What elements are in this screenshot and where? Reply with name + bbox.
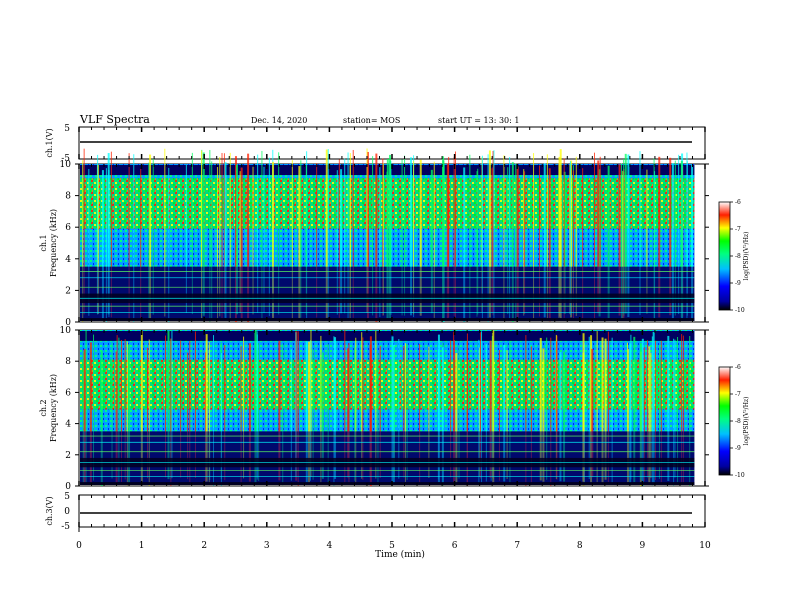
xaxis-tick-label: 7 — [514, 541, 520, 551]
spec1-ytick: 4 — [65, 255, 71, 265]
header-start-time: start UT = 13: 30: 1 — [438, 116, 519, 125]
cb1-ticks-label: -7 — [735, 226, 741, 233]
xaxis-tick-label: 0 — [76, 541, 82, 551]
xaxis-label: Time (min) — [375, 549, 425, 560]
ch1-spectrogram-panel: 0 2 4 6 8 10 ch.1 Frequency (kHz) — [39, 148, 709, 328]
ch2-colorbar: -6 -7 -8 -9 -10 log(PSD)(V²/Hz) — [718, 364, 750, 479]
spec2-ytick: 8 — [65, 357, 71, 367]
ch1-ytick-bottom: -5 — [61, 154, 70, 164]
spec2-ytick: 0 — [65, 482, 71, 492]
ch2-spectrogram-ylabel-line2: Frequency (kHz) — [49, 374, 58, 442]
spec1-ytick: 2 — [65, 286, 71, 296]
xaxis-tick-label: 8 — [577, 541, 583, 551]
spec2-ytick: 10 — [60, 326, 72, 336]
cb1-ticks-label: -6 — [735, 199, 741, 206]
ch1-spectrogram-image — [80, 148, 695, 322]
ch2-spectrogram-ylabel-line1: ch.2 — [39, 399, 48, 416]
cb2-ticks-label: -8 — [735, 418, 741, 425]
spec2-ytick: 2 — [65, 451, 71, 461]
xaxis-tick-label: 4 — [327, 541, 333, 551]
cb2-ticks-label: -10 — [735, 472, 745, 479]
ch1-waveform-ylabel: ch.1(V) — [45, 128, 54, 157]
xaxis-tick-label: 3 — [264, 541, 270, 551]
figure-title: VLF Spectra — [79, 113, 150, 126]
ch1-ytick-top: 5 — [64, 124, 70, 134]
ch3-ytick-top: 5 — [64, 492, 70, 502]
xaxis-tick-label: 2 — [201, 541, 207, 551]
spec1-ytick: 8 — [65, 192, 71, 202]
ch1-waveform-panel: 5 -5 ch.1(V) — [45, 124, 706, 164]
spec1-ytick: 10 — [60, 160, 72, 170]
cb1-ticks-label: -9 — [735, 280, 741, 287]
xaxis-tick-label: 6 — [452, 541, 458, 551]
cb2-ticks-label: -6 — [735, 364, 741, 371]
ch2-spectrogram-panel: 0 2 4 6 8 10 ch.2 Frequency (kHz) — [39, 326, 709, 492]
ch1-colorbar-label: log(PSD)(V²/Hz) — [743, 232, 750, 281]
header-station: station= MOS — [343, 116, 400, 125]
spec2-ytick: 6 — [65, 388, 71, 398]
ch3-waveform-ylabel: ch.3(V) — [45, 496, 54, 525]
cb1-ticks-label: -10 — [735, 307, 745, 314]
spec1-ytick: 0 — [65, 318, 71, 328]
ch1-spectrogram-ylabel-line1: ch.1 — [39, 234, 48, 251]
cb2-ticks-label: -7 — [735, 391, 741, 398]
xaxis-tick-label: 1 — [139, 541, 145, 551]
xaxis-tick-label: 5 — [389, 541, 395, 551]
cb2-ticks-label: -9 — [735, 445, 741, 452]
ch3-ytick-mid: 0 — [64, 507, 70, 517]
ch2-colorbar-label: log(PSD)(V²/Hz) — [743, 397, 750, 446]
spec2-ytick: 4 — [65, 420, 71, 430]
cb1-ticks-label: -8 — [735, 253, 741, 260]
ch2-spectrogram-image — [80, 330, 695, 486]
xaxis-tick-label: 9 — [640, 541, 646, 551]
ch1-colorbar: -6 -7 -8 -9 -10 log(PSD)(V²/Hz) — [718, 199, 750, 314]
ch3-waveform-panel: 5 0 -5 ch.3(V) — [45, 492, 706, 532]
time-axis: 0 1 2 3 4 5 6 7 8 9 10 — [76, 127, 711, 551]
spec1-ytick: 6 — [65, 223, 71, 233]
ch3-ytick-bottom: -5 — [61, 522, 70, 532]
xaxis-tick-label: 10 — [699, 541, 711, 551]
ch1-spectrogram-ylabel-line2: Frequency (kHz) — [49, 209, 58, 277]
header-date: Dec. 14, 2020 — [251, 116, 307, 125]
